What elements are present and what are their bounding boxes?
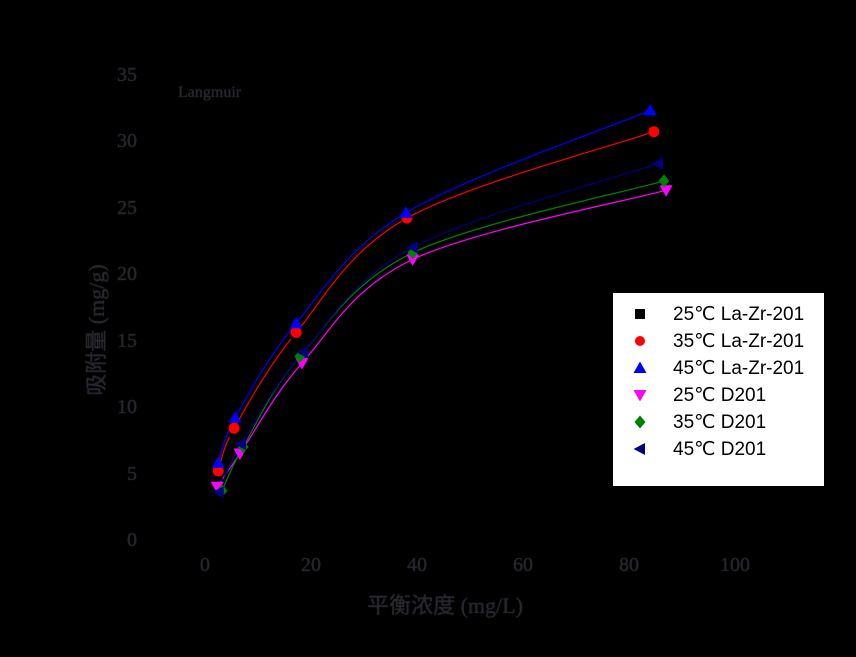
data-point-square <box>650 137 661 148</box>
circle-glyph <box>635 336 645 346</box>
legend-label: 35℃ D201 <box>673 411 767 433</box>
y-tick-label: 30 <box>117 130 137 152</box>
data-point-circle <box>648 126 660 138</box>
triangle-up-icon <box>633 361 647 373</box>
data-point-triangle-left <box>406 241 418 254</box>
data-point-triangle-left <box>234 438 247 451</box>
data-point-triangle-down <box>210 481 224 494</box>
triangle-left-glyph <box>633 443 645 455</box>
diamond-icon <box>634 415 646 429</box>
diamond-glyph <box>634 415 646 429</box>
legend-label: 25℃ La-Zr-201 <box>673 303 805 325</box>
legend-item: 25℃ D201 <box>613 382 824 409</box>
x-tick-label: 0 <box>200 554 210 576</box>
data-point-diamond <box>658 174 670 188</box>
fit-model-annotation: Langmuir <box>178 84 242 101</box>
y-tick-label: 15 <box>117 329 137 352</box>
data-point-triangle-up <box>211 456 225 468</box>
legend-label: 25℃ D201 <box>673 384 767 406</box>
x-tick-label: 40 <box>407 554 427 576</box>
data-point-circle <box>228 422 240 434</box>
square-icon <box>635 309 645 319</box>
y-tick-label: 25 <box>117 196 137 219</box>
data-point-circle <box>212 465 224 477</box>
data-point-triangle-down <box>406 254 420 266</box>
data-point-circle <box>290 327 302 339</box>
triangle-up-glyph <box>633 361 647 373</box>
y-tick-label: 0 <box>127 529 137 551</box>
legend-item: 35℃ La-Zr-201 <box>613 328 824 355</box>
legend-label: 35℃ La-Zr-201 <box>673 330 805 352</box>
data-point-square <box>401 221 412 232</box>
data-point-triangle-up <box>643 103 657 116</box>
fit-curve-circle <box>217 131 655 472</box>
triangle-left-icon <box>633 443 645 455</box>
legend: 25℃ La-Zr-201 35℃ La-Zr-201 45℃ La-Zr-201 2… <box>612 292 825 487</box>
x-tick-label: 80 <box>619 554 639 576</box>
legend-item: 35℃ D201 <box>613 409 824 436</box>
x-axis-title: 平衡浓度 (mg/L) <box>367 593 523 618</box>
legend-label: 45℃ La-Zr-201 <box>673 357 805 379</box>
legend-item: 25℃ La-Zr-201 <box>613 301 824 328</box>
circle-icon <box>635 336 645 346</box>
data-point-triangle-up <box>289 316 303 329</box>
data-point-triangle-left <box>296 346 309 359</box>
square-glyph <box>635 309 645 319</box>
fit-curve-square <box>217 141 656 477</box>
fit-curve-triangle-left <box>218 163 659 493</box>
data-point-triangle-up <box>399 206 413 218</box>
y-tick-label: 35 <box>117 63 137 86</box>
data-point-triangle-up <box>228 411 242 423</box>
triangle-down-icon <box>633 390 647 402</box>
data-point-triangle-down <box>659 185 673 197</box>
y-tick-label: 20 <box>117 263 137 285</box>
y-tick-label: 5 <box>127 462 137 485</box>
data-point-triangle-left <box>212 486 224 499</box>
y-tick-label: 10 <box>117 396 137 418</box>
y-axis-title: 吸附量 (mg/g) <box>84 264 109 396</box>
x-tick-label: 60 <box>513 554 533 576</box>
triangle-down-glyph <box>633 390 647 402</box>
legend-label: 45℃ D201 <box>673 438 767 460</box>
x-tick-label: 20 <box>301 554 321 576</box>
data-point-triangle-left <box>651 157 664 170</box>
fit-curve-diamond <box>221 180 665 492</box>
legend-item: 45℃ D201 <box>613 436 824 463</box>
x-tick-label: 100 <box>720 554 750 576</box>
legend-item: 45℃ La-Zr-201 <box>613 355 824 382</box>
